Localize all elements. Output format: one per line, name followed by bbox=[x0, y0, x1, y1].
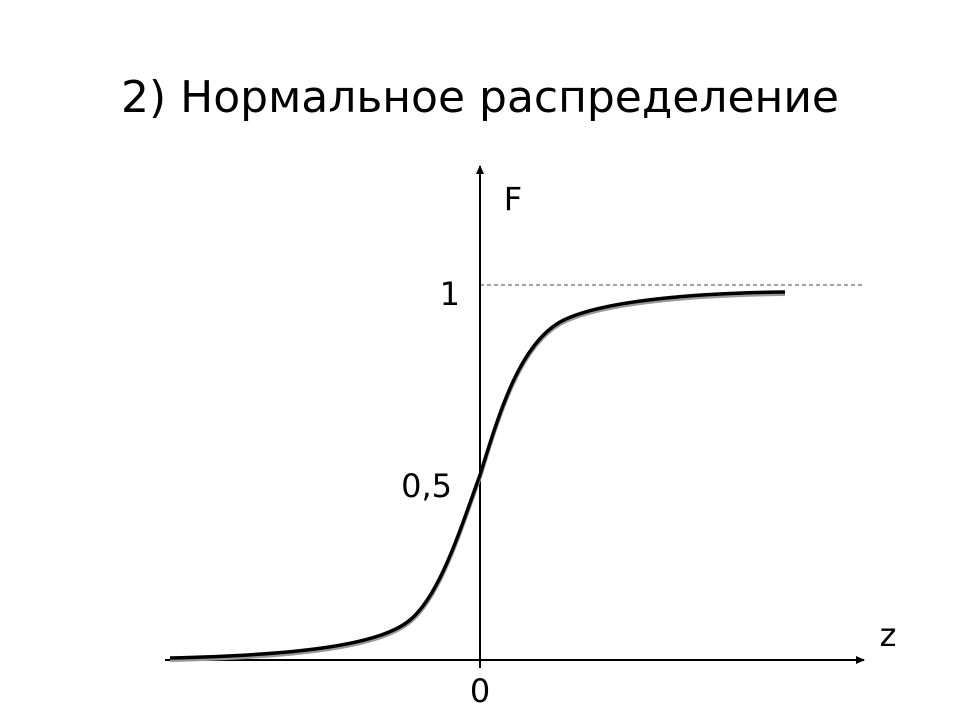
tick-label: 0 bbox=[470, 672, 490, 710]
slide-title: 2) Нормальное распределение bbox=[121, 72, 839, 123]
tick-label: 0,5 bbox=[401, 467, 452, 505]
tick-label: 1 bbox=[440, 275, 460, 313]
x-axis-label: z bbox=[880, 616, 897, 654]
y-axis-label: F bbox=[504, 180, 522, 218]
cdf-curve bbox=[169, 290, 786, 660]
